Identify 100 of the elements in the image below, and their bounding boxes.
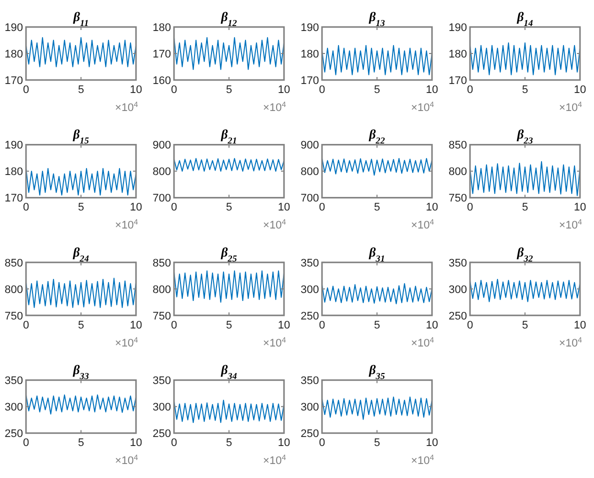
x-tick-label: 5 — [374, 202, 380, 214]
x-tick-label: 5 — [226, 319, 232, 332]
y-tick-label: 900 — [300, 140, 319, 152]
line-series — [26, 278, 136, 308]
x-axis-title: ×10$^{4}$ — [263, 452, 287, 468]
x-tick-label: 0 — [170, 319, 178, 332]
line-series — [470, 42, 580, 76]
chart-title: β$_{14}$ — [516, 9, 534, 28]
y-tick-label: 800 — [4, 284, 23, 296]
line-series — [174, 37, 284, 70]
x-axis-title: ×10$^{4}$ — [411, 452, 435, 468]
x-tick-label: 0 — [318, 319, 326, 332]
y-tick-label: 300 — [4, 401, 23, 414]
x-axis-title: ×10$^{4}$ — [263, 100, 287, 114]
x-tick-label: 10 — [278, 319, 290, 332]
x-tick-label: 10 — [130, 437, 142, 450]
x-tick-label: 10 — [130, 202, 142, 214]
x-tick-label: 0 — [22, 84, 30, 96]
y-tick-label: 300 — [300, 284, 319, 296]
y-tick-label: 190 — [448, 22, 467, 34]
y-tick-label: 850 — [152, 257, 171, 270]
y-tick-label: 350 — [152, 374, 171, 387]
x-tick-label: 5 — [374, 319, 380, 332]
y-tick-label: 800 — [448, 166, 467, 178]
y-tick-label: 750 — [4, 310, 23, 322]
x-tick-label: 10 — [574, 202, 586, 214]
x-tick-label: 5 — [226, 84, 232, 96]
x-tick-label: 10 — [278, 202, 290, 214]
x-axis-title: ×10$^{4}$ — [411, 100, 435, 114]
y-tick-label: 180 — [152, 22, 171, 34]
line-series — [174, 270, 284, 303]
y-tick-label: 250 — [300, 310, 319, 322]
x-tick-label: 10 — [426, 84, 438, 96]
y-tick-label: 170 — [4, 74, 23, 87]
x-axis-title: ×10$^{4}$ — [559, 334, 583, 350]
x-tick-label: 10 — [130, 319, 142, 332]
y-tick-label: 750 — [448, 192, 467, 205]
x-tick-label: 5 — [522, 84, 528, 96]
x-tick-label: 5 — [522, 319, 528, 332]
x-axis-title: ×10$^{4}$ — [115, 217, 139, 232]
y-tick-label: 750 — [152, 310, 171, 322]
x-tick-label: 10 — [278, 437, 290, 450]
y-tick-label: 250 — [300, 428, 319, 440]
chart-title: β$_{33}$ — [72, 362, 90, 382]
x-tick-label: 10 — [426, 437, 438, 450]
y-tick-label: 900 — [152, 140, 171, 152]
x-tick-label: 0 — [22, 437, 30, 450]
x-tick-label: 0 — [466, 84, 474, 96]
x-axis-title: ×10$^{4}$ — [263, 334, 287, 350]
x-axis-title: ×10$^{4}$ — [411, 217, 435, 232]
y-tick-label: 250 — [4, 428, 23, 440]
line-series — [470, 278, 580, 302]
x-axis-title: ×10$^{4}$ — [411, 334, 435, 350]
y-tick-label: 170 — [4, 192, 23, 205]
x-tick-label: 10 — [426, 202, 438, 214]
line-series — [322, 283, 432, 304]
y-tick-label: 250 — [448, 310, 467, 322]
y-tick-label: 300 — [448, 284, 467, 296]
x-tick-label: 0 — [170, 202, 178, 214]
x-tick-label: 10 — [574, 84, 586, 96]
x-axis-title: ×10$^{4}$ — [115, 452, 139, 468]
x-tick-label: 5 — [374, 84, 380, 96]
y-tick-label: 160 — [152, 74, 171, 87]
chart-title: β$_{24}$ — [72, 244, 90, 264]
y-tick-label: 700 — [300, 192, 319, 205]
y-tick-label: 350 — [300, 374, 319, 387]
y-tick-label: 190 — [300, 22, 319, 34]
y-tick-label: 300 — [300, 401, 319, 414]
x-tick-label: 10 — [278, 84, 290, 96]
x-axis-title: ×10$^{4}$ — [263, 217, 287, 232]
x-tick-label: 0 — [318, 84, 326, 96]
y-tick-label: 170 — [448, 74, 467, 87]
x-axis-title: ×10$^{4}$ — [559, 217, 583, 232]
x-tick-label: 5 — [78, 202, 84, 214]
x-tick-label: 5 — [226, 437, 232, 450]
y-tick-label: 180 — [4, 166, 23, 178]
y-tick-label: 850 — [448, 140, 467, 152]
line-series — [174, 400, 284, 423]
y-tick-label: 350 — [300, 257, 319, 270]
x-tick-label: 5 — [522, 202, 528, 214]
x-tick-label: 0 — [318, 437, 326, 450]
chart-title: β$_{21}$ — [220, 126, 237, 146]
x-tick-label: 0 — [22, 319, 30, 332]
y-tick-label: 170 — [152, 48, 171, 60]
x-tick-label: 0 — [466, 202, 474, 214]
y-tick-label: 350 — [448, 257, 467, 270]
chart-title: β$_{12}$ — [220, 9, 238, 28]
y-tick-label: 170 — [300, 74, 319, 87]
y-tick-label: 800 — [300, 166, 319, 178]
y-tick-label: 700 — [152, 192, 171, 205]
line-series — [322, 158, 432, 176]
y-tick-label: 850 — [4, 257, 23, 270]
line-series — [26, 394, 136, 415]
y-tick-label: 800 — [152, 166, 171, 178]
chart-title: β$_{22}$ — [368, 126, 386, 146]
chart-title: β$_{11}$ — [72, 9, 89, 28]
y-tick-label: 180 — [448, 48, 467, 60]
chart-title: β$_{35}$ — [368, 362, 386, 382]
line-series — [26, 168, 136, 196]
x-axis-title: ×10$^{4}$ — [115, 334, 139, 350]
